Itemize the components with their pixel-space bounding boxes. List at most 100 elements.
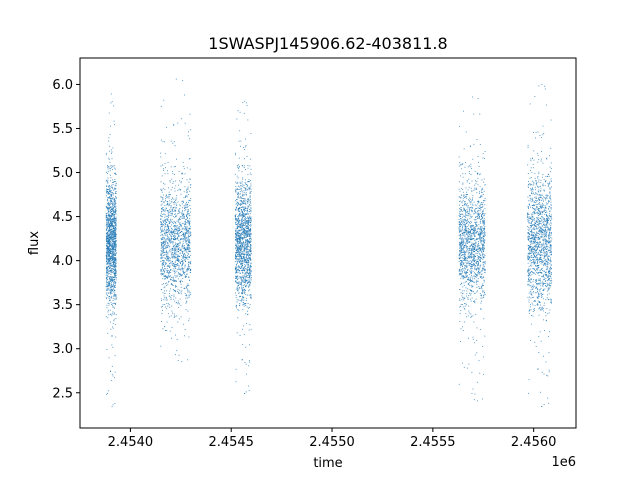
data-point (178, 235, 180, 237)
data-point (166, 245, 168, 246)
data-point (113, 251, 115, 253)
data-point (172, 257, 174, 259)
data-point (243, 186, 245, 188)
data-point (166, 204, 168, 206)
data-point (187, 290, 189, 292)
data-point (113, 211, 115, 213)
data-point (249, 289, 251, 291)
data-point (460, 235, 462, 237)
data-point (110, 206, 112, 208)
data-point (113, 283, 115, 285)
data-point (466, 258, 468, 260)
data-point (112, 181, 114, 183)
data-point (162, 238, 164, 240)
data-point (112, 219, 114, 221)
data-point (162, 292, 164, 294)
data-point (112, 192, 114, 194)
data-point (240, 254, 242, 255)
data-point (161, 242, 163, 244)
data-point (108, 210, 110, 212)
data-point (108, 204, 110, 206)
data-point (248, 203, 250, 205)
data-point (110, 263, 112, 265)
data-point (174, 271, 176, 273)
data-point (182, 200, 184, 202)
data-point (238, 242, 240, 244)
data-point (169, 239, 171, 241)
data-point (189, 113, 191, 115)
data-point (237, 279, 239, 281)
data-point (166, 255, 168, 257)
data-point (106, 271, 108, 273)
data-point (247, 228, 249, 229)
data-point (179, 219, 181, 221)
data-point (241, 293, 243, 295)
data-point (107, 185, 109, 187)
data-point (177, 321, 179, 323)
data-point (175, 203, 177, 205)
data-point (165, 234, 167, 236)
data-point (188, 228, 190, 229)
data-point (114, 206, 116, 207)
data-point (108, 237, 110, 239)
data-point (182, 263, 184, 265)
data-point (242, 309, 244, 310)
data-point (460, 273, 462, 275)
data-point (183, 228, 185, 230)
data-point (169, 257, 171, 259)
data-point (235, 267, 237, 269)
data-point (472, 227, 474, 229)
data-point (176, 195, 178, 197)
data-point (247, 167, 249, 169)
data-point (235, 181, 237, 183)
data-point (243, 279, 245, 281)
data-point (469, 165, 471, 167)
data-point (188, 240, 190, 242)
data-point (468, 252, 470, 253)
data-point (168, 258, 170, 260)
data-point (243, 284, 245, 286)
data-point (108, 140, 110, 142)
data-point (170, 269, 171, 271)
data-point (175, 238, 177, 240)
data-point (175, 249, 177, 251)
data-point (239, 245, 241, 246)
data-point (115, 205, 117, 207)
data-point (174, 334, 176, 336)
data-point (240, 277, 242, 279)
data-point (112, 248, 114, 250)
data-point (184, 256, 186, 258)
data-point (162, 247, 164, 248)
data-point (238, 219, 240, 221)
data-point (237, 247, 239, 249)
data-point (160, 218, 162, 220)
data-point (235, 266, 237, 268)
data-point (235, 244, 237, 246)
data-point (181, 230, 182, 232)
data-point (459, 223, 461, 224)
data-point (170, 278, 171, 280)
data-point (242, 234, 244, 236)
data-point (114, 260, 116, 262)
data-point (246, 209, 248, 211)
data-point (166, 218, 168, 220)
data-point (162, 187, 164, 189)
data-point (170, 212, 172, 214)
data-point (167, 258, 169, 260)
data-point (187, 237, 189, 239)
data-point (175, 216, 177, 217)
data-point (238, 207, 240, 208)
data-point (181, 254, 183, 256)
data-point (114, 242, 116, 244)
data-point (235, 237, 237, 239)
data-point (247, 245, 249, 247)
data-point (171, 214, 173, 216)
data-point (177, 273, 179, 275)
data-point (180, 189, 182, 190)
data-point (242, 202, 243, 204)
data-point (246, 222, 248, 224)
data-point (484, 268, 486, 270)
data-point (462, 223, 464, 225)
data-point (461, 168, 462, 170)
data-point (240, 233, 242, 235)
